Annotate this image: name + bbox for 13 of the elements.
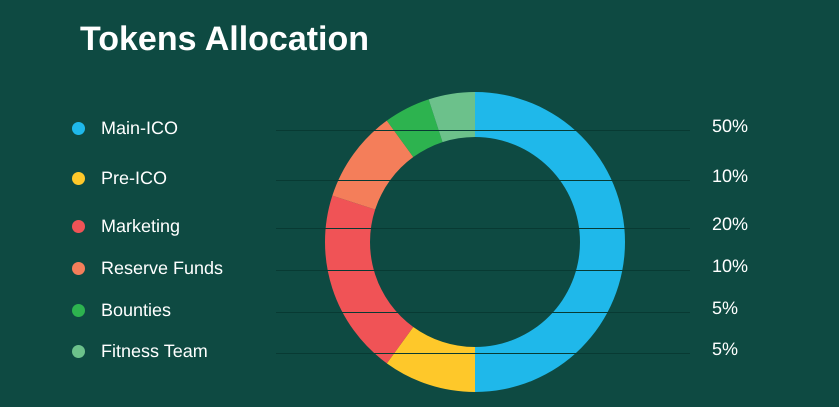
chart-title: Tokens Allocation bbox=[80, 20, 370, 59]
data-label: 10% bbox=[712, 166, 748, 187]
legend-label: Pre-ICO bbox=[101, 168, 168, 189]
data-label: 5% bbox=[712, 339, 738, 360]
legend-label: Main-ICO bbox=[101, 118, 178, 139]
legend-label: Bounties bbox=[101, 300, 172, 321]
data-label: 5% bbox=[712, 298, 738, 319]
data-label: 50% bbox=[712, 116, 748, 137]
data-label: 10% bbox=[712, 256, 748, 277]
legend-label: Fitness Team bbox=[101, 341, 208, 362]
legend-label: Reserve Funds bbox=[101, 258, 224, 279]
legend-label: Marketing bbox=[101, 216, 180, 237]
data-label: 20% bbox=[712, 214, 748, 235]
